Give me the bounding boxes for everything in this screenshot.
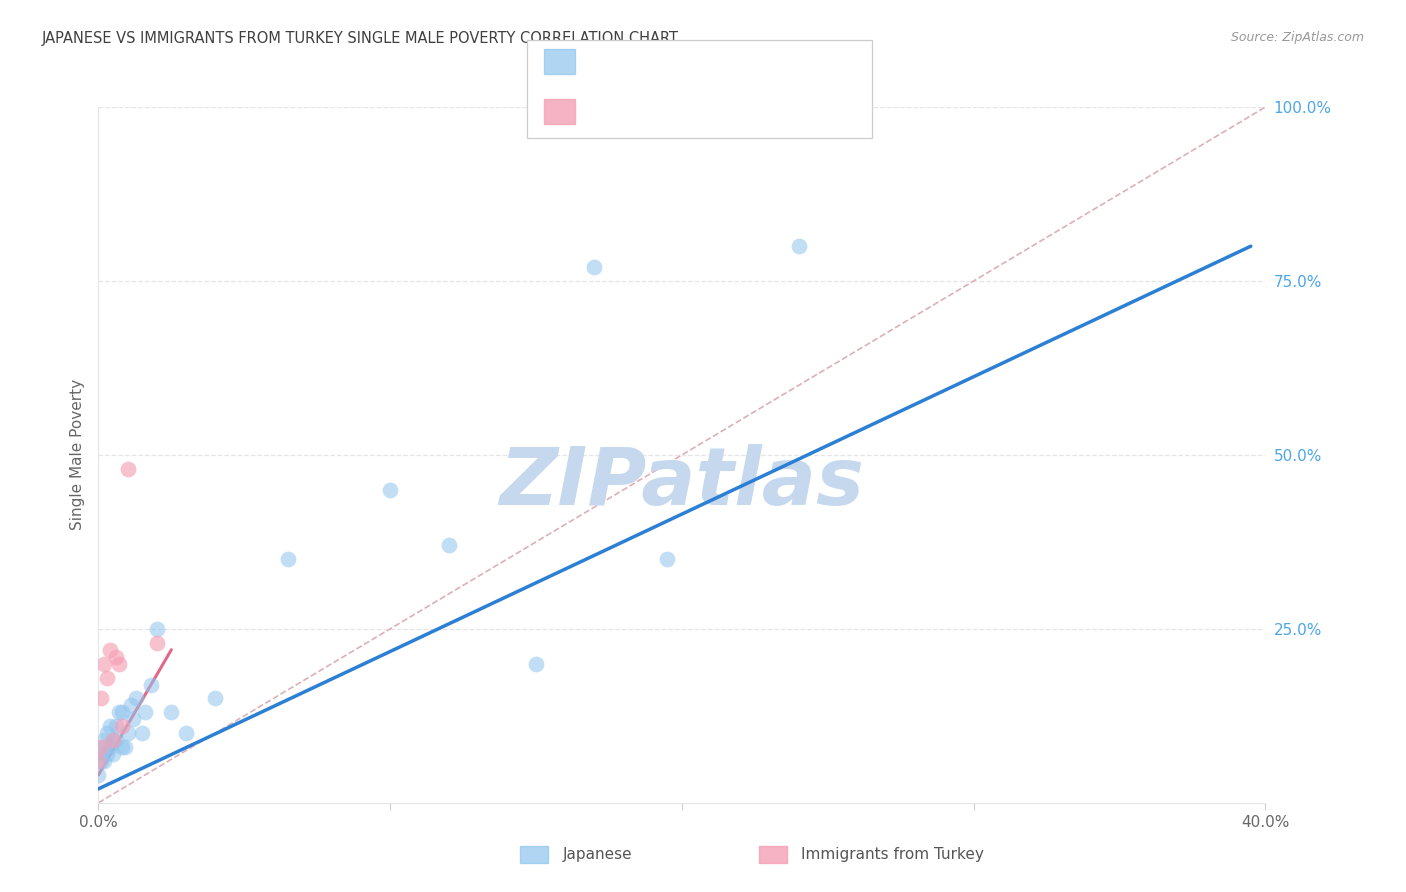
Text: Immigrants from Turkey: Immigrants from Turkey [801,847,984,862]
Text: 0.471: 0.471 [620,103,672,120]
Point [98,740,121,755]
Point [134,706,156,720]
Point [583,260,606,274]
Point [90,754,112,768]
Text: JAPANESE VS IMMIGRANTS FROM TURKEY SINGLE MALE POVERTY CORRELATION CHART: JAPANESE VS IMMIGRANTS FROM TURKEY SINGL… [42,31,679,46]
Point [87,768,110,782]
Point [160,706,183,720]
Point [437,538,460,552]
Point [93,740,115,755]
Point [90,747,112,761]
Point [378,483,402,497]
Point [96,671,118,685]
Point [93,754,115,768]
Point [93,733,115,747]
Y-axis label: Single Male Poverty: Single Male Poverty [70,379,86,531]
Point [90,691,112,706]
Point [87,754,110,768]
Point [131,726,153,740]
Text: N =: N = [671,53,718,70]
Text: 0.565: 0.565 [620,53,672,70]
Point [139,677,162,691]
Text: ZIPatlas: ZIPatlas [499,443,865,522]
Point [90,740,112,755]
Text: Japanese: Japanese [562,847,633,862]
Point [114,740,136,755]
Text: N =: N = [671,103,718,120]
Point [125,691,148,706]
Point [104,733,127,747]
Point [117,462,139,476]
Point [104,719,127,733]
Point [98,642,121,657]
Point [96,747,118,761]
Point [108,657,131,671]
Point [108,706,131,720]
Point [277,552,299,566]
Text: 12: 12 [720,103,742,120]
Text: 36: 36 [720,53,742,70]
Point [111,719,134,733]
Point [111,740,134,755]
Point [96,726,118,740]
Point [146,636,169,650]
Point [101,733,124,747]
Point [120,698,142,713]
Point [104,649,127,664]
Point [174,726,197,740]
Point [122,712,145,726]
Point [111,706,134,720]
Point [98,719,121,733]
Point [524,657,547,671]
Point [657,552,679,566]
Point [146,622,169,636]
Point [117,726,139,740]
Point [787,239,810,253]
Point [93,657,115,671]
Text: Source: ZipAtlas.com: Source: ZipAtlas.com [1230,31,1364,45]
Point [101,733,124,747]
Text: R =: R = [589,53,626,70]
Point [101,747,124,761]
Text: R =: R = [589,103,626,120]
Point [204,691,226,706]
